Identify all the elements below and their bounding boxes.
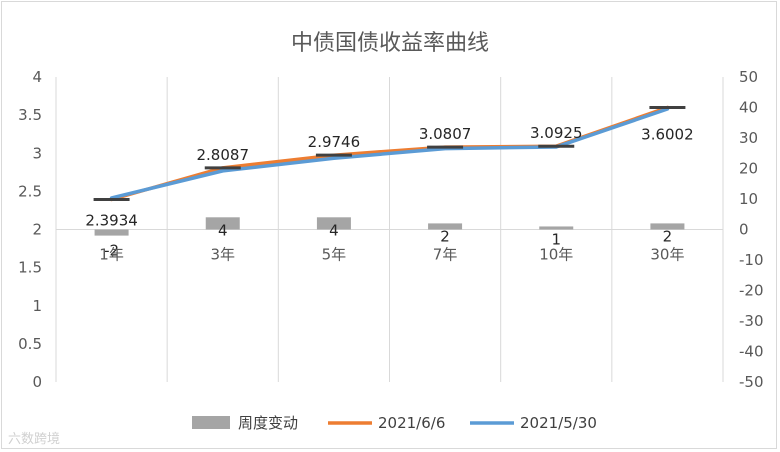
bar-data-label: 4 <box>329 221 339 239</box>
bar-weekly-change <box>94 229 129 236</box>
y-left-tick-label: 4 <box>32 68 42 86</box>
y-left-tick-label: 3.5 <box>18 106 42 124</box>
chart-title: 中债国债收益率曲线 <box>291 31 489 56</box>
y-right-tick-label: -10 <box>739 251 764 269</box>
bar-weekly-change <box>205 217 240 230</box>
legend: 周度变动 2021/6/6 2021/5/30 <box>192 414 597 432</box>
bar-data-label: 2 <box>440 227 450 245</box>
y-left-tick-label: 1 <box>32 297 42 315</box>
line-series-2021-5-30 <box>109 107 670 200</box>
plot-area: 0 0.5 1 1.5 2 2.5 3 3.5 4 -50 -40 -30 -20 -10 0 10 20 30 4… <box>18 68 763 391</box>
bar-weekly-change <box>428 223 463 230</box>
y-right-tick-label: 40 <box>739 99 758 117</box>
x-tick-label: 3年 <box>210 246 235 264</box>
y-right-tick-label: 20 <box>739 160 758 178</box>
y-right-tick-label: -30 <box>739 312 764 330</box>
x-tick-label: 7年 <box>433 246 458 264</box>
x-tick-label: 5年 <box>322 246 347 264</box>
y-left-tick-label: 3 <box>32 144 42 162</box>
line-data-label: 3.0807 <box>419 125 472 143</box>
bar-data-label: 1 <box>551 230 561 248</box>
y-right-tick-label: 50 <box>739 68 758 86</box>
watermark: 六数跨境 <box>8 432 61 447</box>
y-right-tick-label: 10 <box>739 190 758 208</box>
bar-data-label: -2 <box>104 242 119 260</box>
x-tick-label: 30年 <box>650 246 684 264</box>
bar-weekly-change <box>539 226 574 230</box>
y-right-tick-label: 30 <box>739 129 758 147</box>
y-left-tick-label: 1.5 <box>18 259 42 277</box>
line-data-label: 3.6002 <box>641 125 694 143</box>
y-left-tick-label: 0.5 <box>18 335 42 353</box>
x-tick-label: 1年 <box>99 246 124 264</box>
legend-label-line: 2021/5/30 <box>520 414 597 432</box>
y-left-tick-label: 2.5 <box>18 182 42 200</box>
legend-label-line: 2021/6/6 <box>378 414 445 432</box>
legend-swatch-bar <box>192 416 230 429</box>
y-left-tick-label: 0 <box>32 373 42 391</box>
y-left-tick-label: 2 <box>32 221 42 239</box>
legend-label-bar: 周度变动 <box>238 414 298 432</box>
y-right-tick-label: 0 <box>739 221 749 239</box>
x-tick-label: 10年 <box>539 246 573 264</box>
bar-data-label: 2 <box>663 227 673 245</box>
line-data-label: 2.9746 <box>308 133 361 151</box>
bar-data-label: 4 <box>218 221 228 239</box>
bar-weekly-change <box>316 217 351 230</box>
y-right-tick-label: -20 <box>739 282 764 300</box>
line-data-label: 2.8087 <box>197 146 250 164</box>
line-data-label: 3.0925 <box>530 124 583 142</box>
line-data-label: 2.3934 <box>85 212 138 230</box>
bar-weekly-change <box>650 223 685 230</box>
y-right-tick-label: -50 <box>739 373 764 391</box>
y-right-tick-label: -40 <box>739 343 764 361</box>
